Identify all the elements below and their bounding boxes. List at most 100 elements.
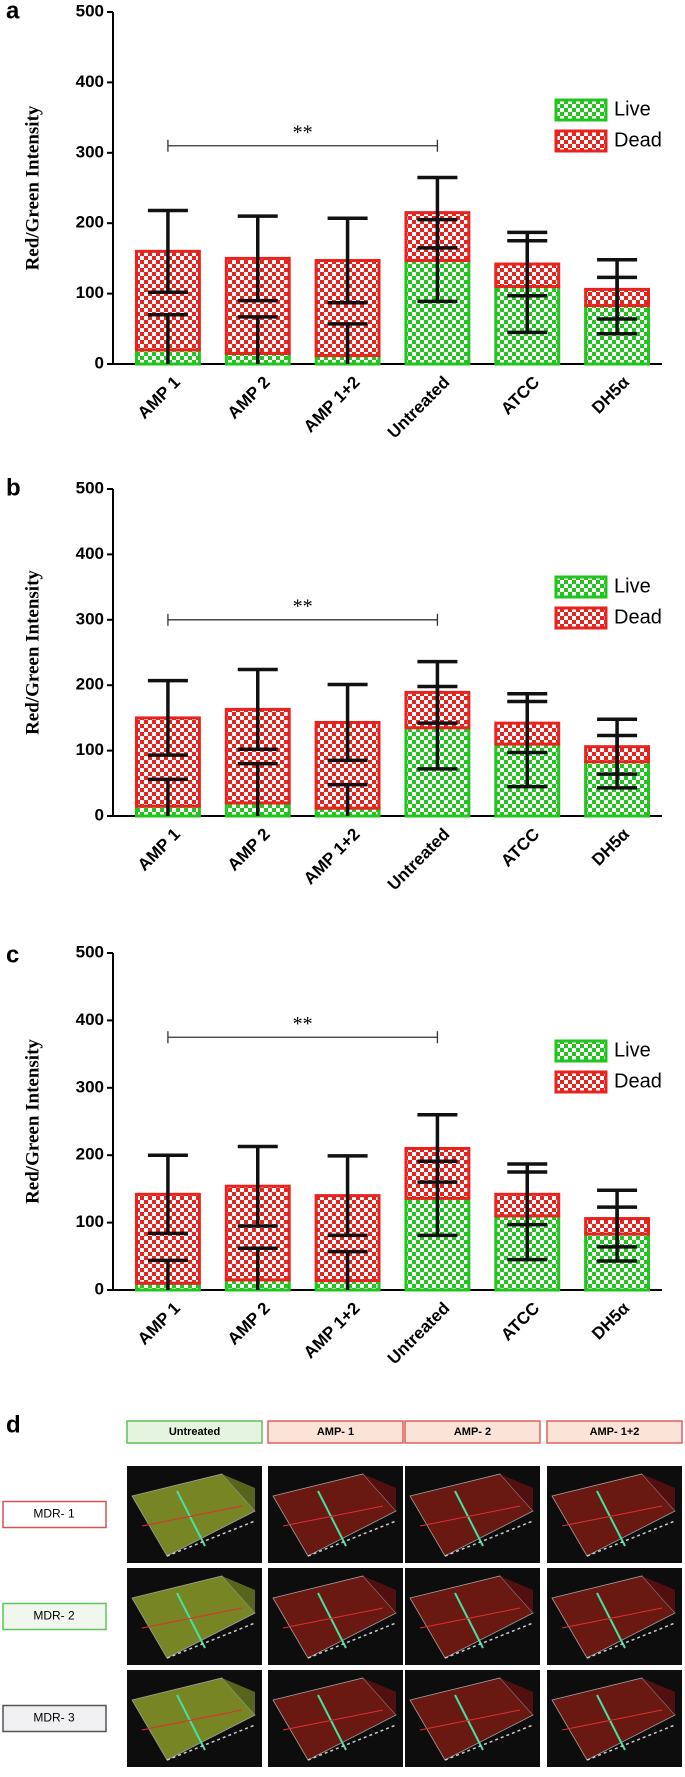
error-bar — [507, 1162, 548, 1227]
x-tick-label: ATCC — [497, 373, 543, 419]
microscopy-image — [268, 1466, 403, 1563]
legend-swatch — [554, 98, 608, 122]
panel-label: c — [6, 941, 19, 968]
y-tick-label: 300 — [76, 609, 104, 628]
row-header: MDR- 3 — [33, 1711, 75, 1725]
error-bar — [507, 230, 548, 298]
y-tick-label: 500 — [76, 478, 104, 497]
x-tick-label: Untreated — [384, 825, 454, 895]
legend-swatch — [554, 129, 608, 153]
error-bar — [147, 1258, 188, 1290]
error-bar — [237, 1144, 278, 1228]
x-tick-label: AMP 1+2 — [300, 1299, 364, 1363]
error-bar — [237, 761, 278, 816]
x-tick-label: Untreated — [384, 1299, 454, 1369]
y-tick-label: 100 — [76, 740, 104, 759]
x-tick-label: AMP 1+2 — [300, 373, 364, 437]
significance-label: ** — [293, 595, 313, 617]
y-axis-label: Red/Green Intensity — [22, 570, 43, 735]
microscopy-image — [127, 1670, 262, 1767]
x-tick-label: AMP 1+2 — [300, 825, 364, 889]
panel-label: a — [6, 0, 20, 24]
y-tick-label: 400 — [76, 544, 104, 563]
error-bar — [147, 208, 188, 294]
legend-label: Dead — [614, 606, 662, 628]
error-bar — [597, 1188, 638, 1249]
x-tick-label: AMP 2 — [224, 825, 274, 875]
microscopy-image — [268, 1568, 403, 1665]
error-bar — [147, 312, 188, 364]
y-axis-label: Red/Green Intensity — [22, 105, 43, 270]
y-tick-label: 100 — [76, 283, 104, 302]
row-header-box — [2, 1602, 107, 1631]
error-bar — [237, 1246, 278, 1290]
x-tick-label: AMP 1 — [134, 825, 184, 875]
error-bar — [237, 315, 278, 364]
microscopy-image — [547, 1568, 682, 1665]
row-header: MDR- 1 — [33, 1507, 75, 1521]
x-tick-label: DH5α — [588, 1298, 633, 1343]
y-tick-label: 400 — [76, 72, 104, 91]
y-tick-label: 500 — [76, 942, 104, 961]
x-tick-label: ATCC — [497, 1299, 543, 1345]
microscopy-image — [127, 1466, 262, 1563]
y-axis-label: Red/Green Intensity — [22, 1039, 43, 1204]
microscopy-image — [547, 1670, 682, 1767]
column-header-box — [267, 1420, 404, 1444]
error-bar — [327, 782, 368, 816]
legend-label: Live — [614, 1039, 651, 1061]
legend-swatch — [554, 1039, 608, 1063]
error-bar — [327, 682, 368, 763]
error-bar — [417, 175, 458, 250]
x-tick-label: ATCC — [497, 825, 543, 871]
error-bar — [327, 322, 368, 364]
x-tick-label: DH5α — [588, 824, 633, 869]
column-header: AMP- 1 — [317, 1426, 354, 1438]
error-bar — [597, 258, 638, 321]
legend-swatch — [554, 606, 608, 630]
microscopy-image — [547, 1466, 682, 1563]
significance-label: ** — [293, 1013, 313, 1035]
column-header-box — [404, 1420, 541, 1444]
error-bar — [147, 678, 188, 757]
y-tick-label: 200 — [76, 675, 104, 694]
y-tick-label: 500 — [76, 1, 104, 20]
y-tick-label: 300 — [76, 142, 104, 161]
panel-label: b — [6, 474, 21, 501]
row-header: MDR- 2 — [33, 1609, 75, 1623]
legend-swatch — [554, 1070, 608, 1094]
microscopy-image — [405, 1466, 540, 1563]
x-tick-label: AMP 1 — [134, 373, 184, 423]
column-header-box — [126, 1420, 263, 1444]
error-bar — [237, 214, 278, 303]
legend-label: Dead — [614, 129, 662, 151]
row-header-box — [2, 1704, 107, 1733]
microscopy-image — [127, 1568, 262, 1665]
error-bar — [417, 1113, 458, 1184]
significance-bracket — [167, 1031, 439, 1044]
error-bar — [327, 216, 368, 305]
error-bar — [237, 667, 278, 752]
y-tick-label: 0 — [95, 1279, 104, 1298]
x-tick-label: AMP 1 — [134, 1299, 184, 1349]
column-header: AMP- 1+2 — [590, 1426, 640, 1438]
y-tick-label: 200 — [76, 1145, 104, 1164]
significance-bracket — [167, 613, 439, 626]
row-header-box — [2, 1500, 107, 1529]
x-tick-label: DH5α — [588, 372, 633, 417]
legend-label: Live — [614, 98, 651, 120]
error-bar — [507, 691, 548, 755]
y-tick-label: 400 — [76, 1010, 104, 1029]
error-bar — [147, 777, 188, 816]
column-header: Untreated — [169, 1426, 220, 1438]
microscopy-image — [405, 1670, 540, 1767]
x-tick-label: AMP 2 — [224, 373, 274, 423]
legend-swatch — [554, 575, 608, 599]
significance-label: ** — [293, 121, 313, 143]
x-tick-label: AMP 2 — [224, 1299, 274, 1349]
y-tick-label: 0 — [95, 353, 104, 372]
y-tick-label: 100 — [76, 1212, 104, 1231]
error-bar — [597, 717, 638, 776]
error-bar — [327, 1154, 368, 1238]
